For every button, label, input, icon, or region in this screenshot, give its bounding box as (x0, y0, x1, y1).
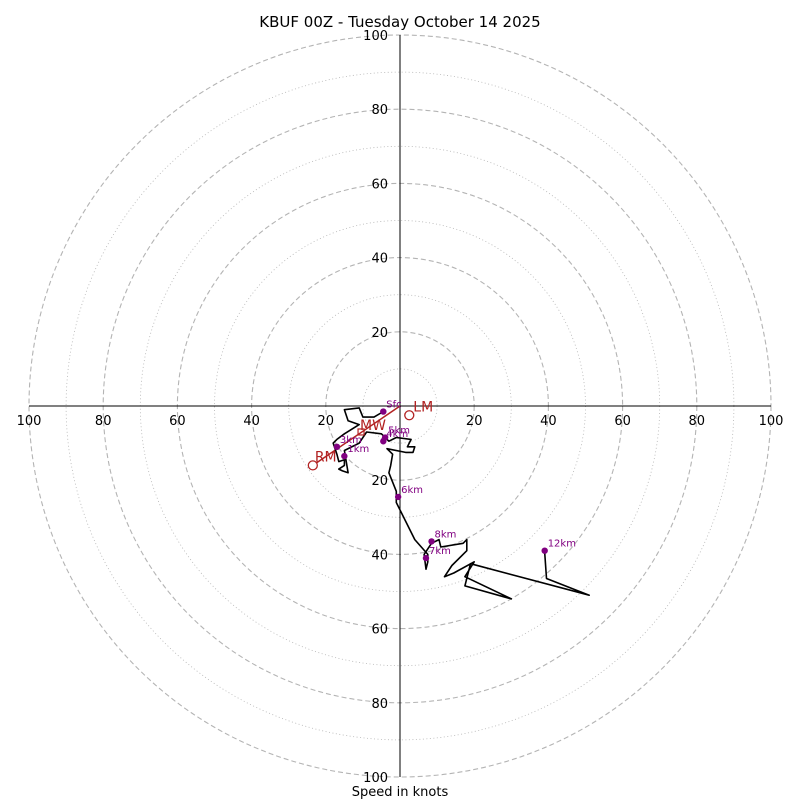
y-tick-label: 20 (371, 474, 388, 489)
x-tick-label: 100 (17, 414, 42, 429)
mean-wind-label: MW (360, 418, 386, 434)
lm-label: LM (413, 399, 433, 415)
height-point (422, 554, 430, 562)
y-tick-label: 80 (371, 103, 388, 118)
height-point-label: 7km (429, 546, 451, 557)
height-point (341, 452, 348, 460)
storm-motion-markers: RM LM MW (307, 399, 433, 471)
height-point-label: 8km (435, 529, 457, 540)
y-tick-label: 80 (371, 697, 388, 712)
height-point (394, 493, 402, 501)
x-tick-label: 40 (540, 414, 557, 429)
y-tick-label: 40 (371, 548, 388, 563)
y-tick-label: 60 (371, 177, 388, 192)
x-tick-label: 20 (318, 414, 335, 429)
height-point-label: 5km (388, 426, 410, 437)
height-point-label: 3km (340, 435, 362, 446)
y-tick-label: 60 (371, 623, 388, 638)
y-tick-label: 100 (363, 771, 388, 786)
x-tick-label: 20 (466, 414, 483, 429)
height-point (541, 547, 548, 554)
x-tick-label: 80 (689, 414, 706, 429)
x-tick-label: 60 (614, 414, 631, 429)
height-point-label: Sfc (386, 400, 401, 411)
hodograph-trace (332, 407, 590, 600)
x-tick-label: 60 (169, 414, 186, 429)
storm-motion-lines (312, 405, 401, 466)
height-point-label: 12km (548, 539, 576, 550)
rm-motion-line (312, 405, 401, 466)
height-point-label: 1km (347, 444, 369, 455)
tick-labels: 100 100 80 80 60 60 40 40 20 20 20 20 40 40 60 60 80 80 10… (17, 29, 784, 786)
rm-marker (307, 460, 318, 471)
chart-title: KBUF 00Z - Tuesday October 14 2025 (259, 13, 540, 31)
rm-label: RM (315, 449, 337, 465)
height-point (428, 538, 435, 545)
lm-marker (404, 410, 415, 421)
height-point (380, 408, 387, 415)
x-tick-label: 40 (243, 414, 260, 429)
height-point (381, 434, 389, 441)
x-tick-label: 80 (95, 414, 112, 429)
height-point (333, 443, 341, 451)
mean-wind-marker (357, 428, 365, 436)
y-tick-label: 20 (371, 326, 388, 341)
x-axis-label: Speed in knots (352, 785, 449, 800)
y-tick-label: 40 (371, 252, 388, 267)
height-point-label: 6km (401, 485, 423, 496)
y-tick-label: 100 (363, 29, 388, 44)
x-tick-label: 100 (759, 414, 784, 429)
height-point-label: 4km (386, 429, 408, 440)
